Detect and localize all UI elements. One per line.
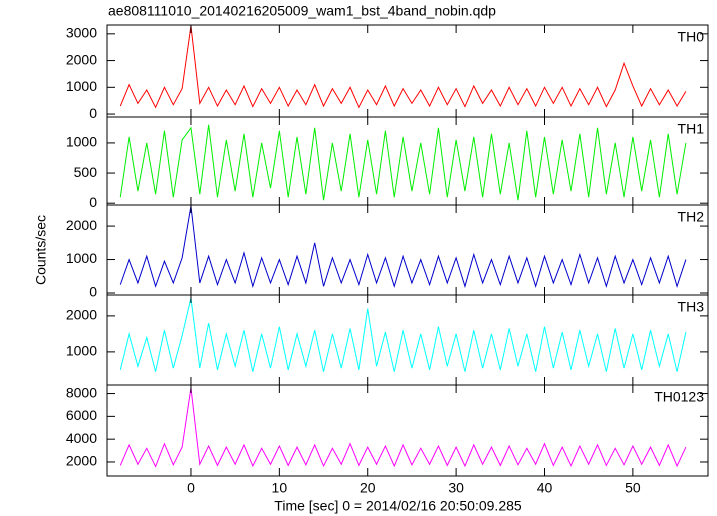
- y-tick-label: 2000: [66, 51, 97, 67]
- y-tick-label: 8000: [66, 384, 97, 400]
- panel-label: TH0123: [654, 389, 704, 405]
- light-curve: [119, 25, 687, 109]
- panel-label: TH2: [678, 209, 705, 225]
- panel-frame: [106, 24, 709, 118]
- y-tick-label: 1000: [66, 134, 97, 150]
- x-tick-label: 10: [272, 480, 288, 496]
- panel-frame: [106, 384, 709, 477]
- y-tick-label: 6000: [66, 407, 97, 423]
- x-tick-label: 0: [187, 480, 195, 496]
- y-tick-label: 0: [89, 105, 97, 121]
- y-tick-label: 2000: [66, 217, 97, 233]
- light-curve: [119, 297, 687, 372]
- y-tick-label: 1000: [66, 250, 97, 266]
- y-tick-label: 0: [89, 194, 97, 210]
- y-tick-label: 3000: [66, 25, 97, 41]
- x-tick-label: 50: [625, 480, 641, 496]
- y-tick-label: 2000: [66, 307, 97, 323]
- x-axis-label: Time [sec] 0 = 2014/02/16 20:50:09.285: [274, 498, 522, 514]
- y-tick-label: 1000: [66, 343, 97, 359]
- x-tick-label: 30: [448, 480, 464, 496]
- chart-title: ae808111010_20140216205009_wam1_bst_4ban…: [108, 3, 496, 19]
- panel-label: TH0: [678, 29, 705, 45]
- panel-frame: [106, 204, 709, 296]
- panel-label: TH1: [678, 121, 705, 137]
- light-curve: [119, 387, 687, 468]
- x-tick-label: 20: [360, 480, 376, 496]
- y-tick-label: 500: [74, 164, 98, 180]
- y-tick-label: 4000: [66, 430, 97, 446]
- y-axis-label: Counts/sec: [33, 215, 49, 285]
- x-tick-label: 40: [537, 480, 553, 496]
- y-tick-label: 0: [89, 284, 97, 300]
- y-tick-label: 1000: [66, 78, 97, 94]
- panel-label: TH3: [678, 299, 705, 315]
- y-tick-label: 2000: [66, 453, 97, 469]
- light-curve: [119, 205, 687, 289]
- light-curve: [119, 124, 687, 201]
